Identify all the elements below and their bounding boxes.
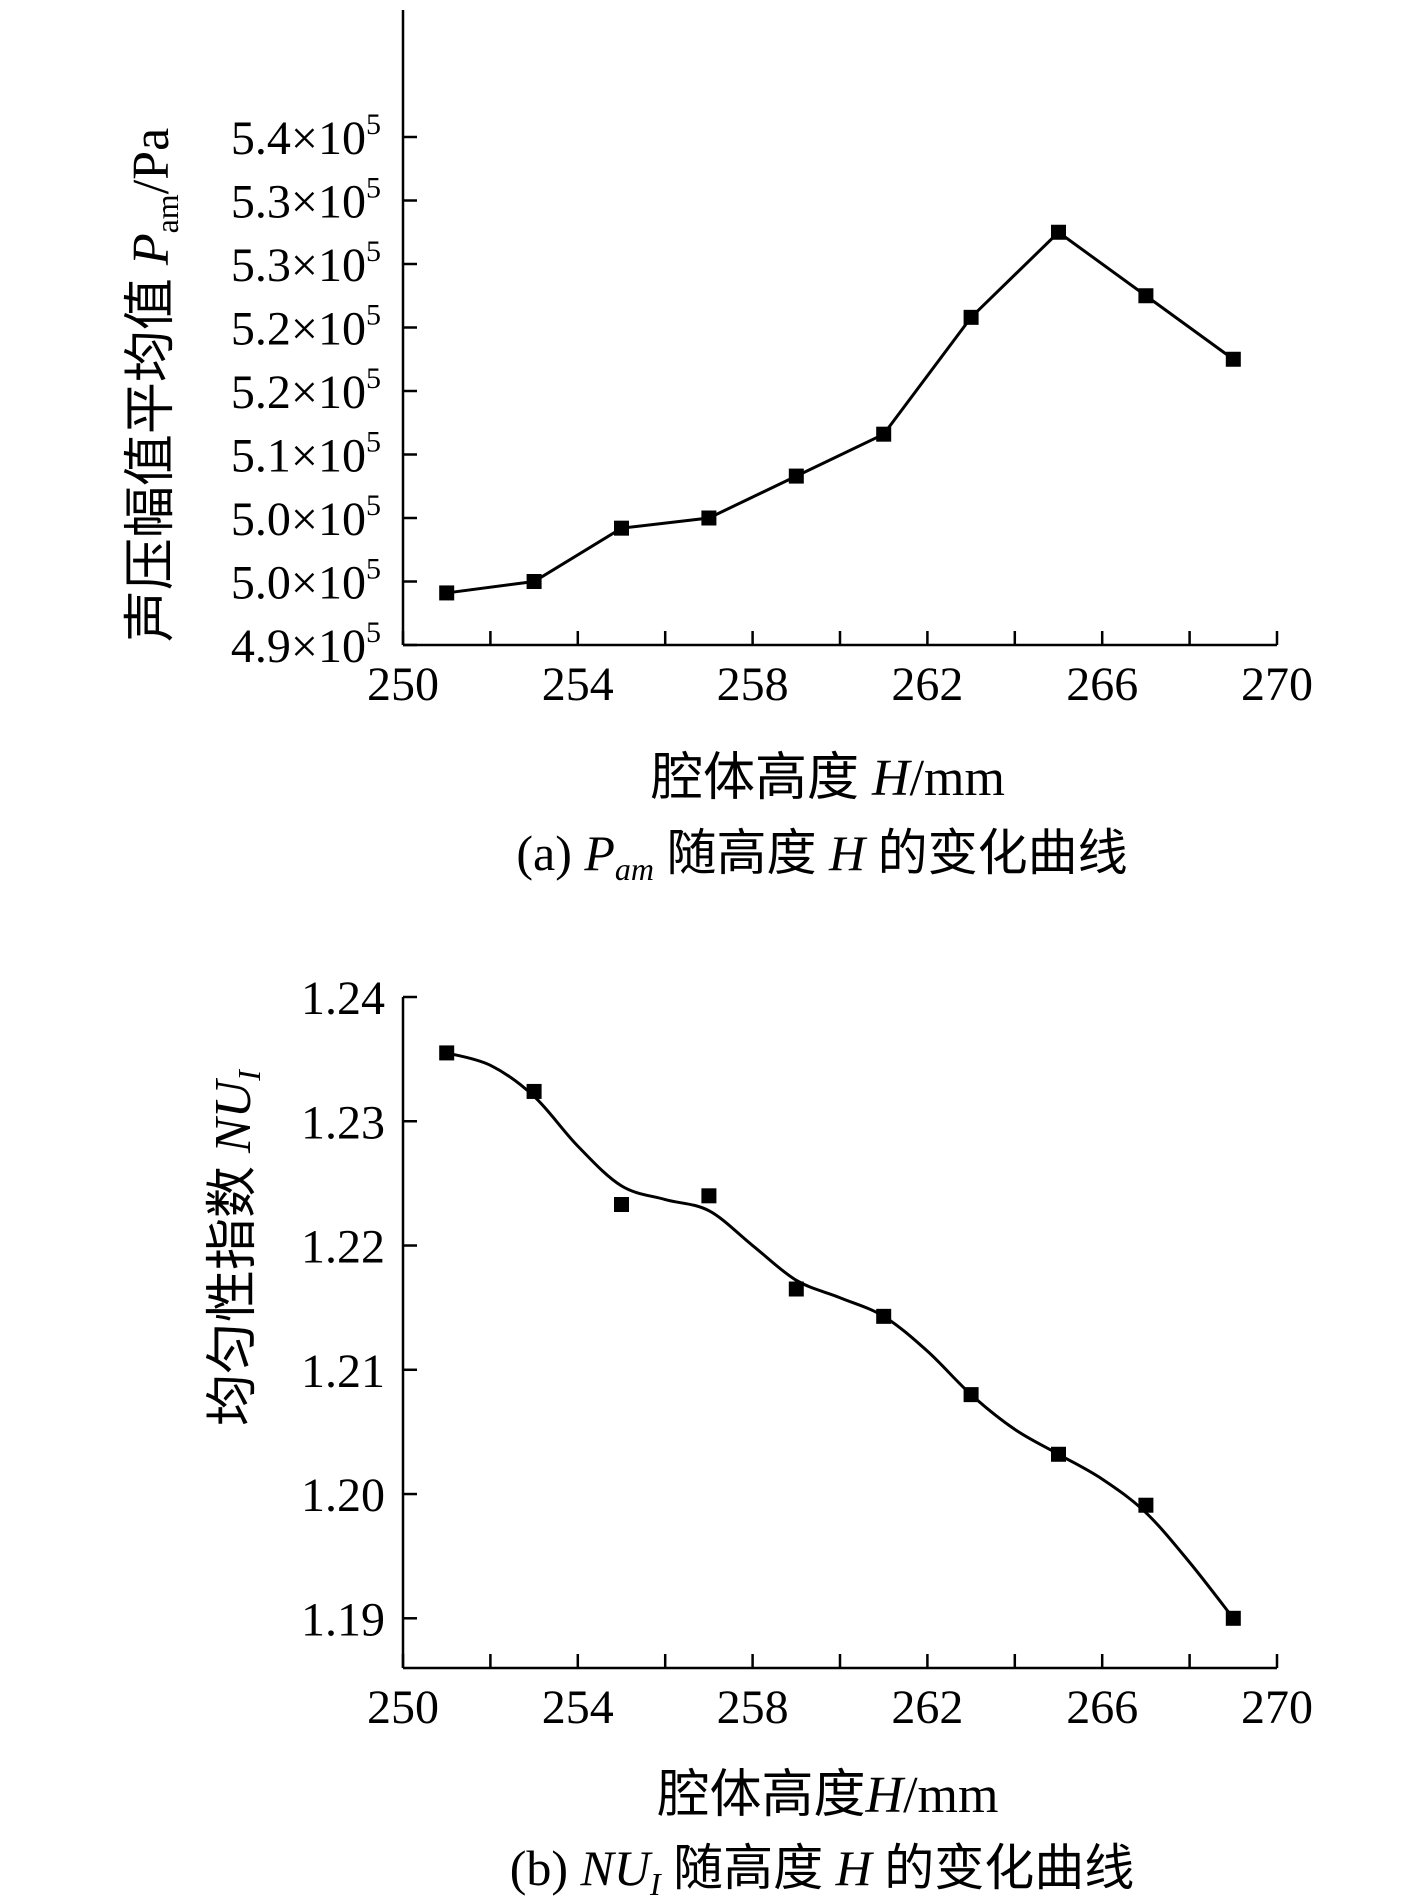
chart-a-caption: (a) Pam 随高度 H 的变化曲线 [516,825,1127,887]
chart-a-data-point [701,510,717,526]
chart-a-y-tick-label: 5.3×105 [231,235,381,292]
chart-a-data-point [788,468,804,484]
chart-b-caption-suffix: 的变化曲线 [872,1840,1135,1896]
chart-a-ylabel-unit: /Pa [123,128,180,194]
chart-b-data-point [1051,1446,1066,1462]
chart-b-ylabel: 均匀性指数 NUI [205,1069,267,1426]
chart-a-y-tick-label: 5.0×105 [231,553,381,610]
chart-b-fit-curve [446,1051,1235,1620]
chart-a-y-tick-label: 5.4×105 [231,108,381,165]
chart-b-ylabel-sub: I [231,1069,267,1082]
chart-a-caption-var: H [828,825,868,881]
chart-b-fit-line [446,1051,1235,1620]
chart-b-data-point [876,1308,892,1324]
chart-a-caption-sub: am [615,851,654,887]
chart-a-x-tick-label: 262 [891,658,963,711]
chart-b-y-tick-label: 1.20 [301,1469,385,1522]
chart-b-data-point [788,1281,804,1297]
chart-a-data-point [1225,351,1241,367]
chart-b-axes [401,995,1279,1670]
chart-a-xlabel-unit: /mm [910,750,1005,807]
chart-a-xlabel-var: H [871,750,912,807]
chart-b-data-point [701,1188,717,1204]
chart-b-xlabel-text: 腔体高度 [658,1767,866,1824]
chart-b-y-tick-label: 1.21 [301,1345,385,1398]
chart-b-y-tick-label: 1.22 [301,1221,385,1274]
chart-b-tick-labels: 250 254 258 262 266 270 1.19 1.20 1.21 1.22 1.23 1.… [301,972,1313,1734]
chart-a-ylabel: 声压幅值平均值 Pam/Pa [123,128,185,642]
chart-b-x-tick-label: 258 [717,1681,789,1734]
chart-b-caption-prefix: (b) [510,1840,581,1896]
chart-b-ylabel-var: NU [205,1077,262,1154]
chart-a-markers [439,224,1241,601]
chart-b-y-tick-label: 1.19 [301,1593,385,1646]
chart-a-y-tick-label: 5.0×105 [231,489,381,546]
chart-a-caption-rest: 随高度 [654,825,829,881]
chart-b-ylabel-text: 均匀性指数 [205,1153,262,1426]
chart-a-y-tick-label: 5.2×105 [231,299,381,356]
chart-b-caption-rest: 随高度 [661,1840,836,1896]
chart-a-tick-labels: 250 254 258 262 266 270 4.9×105 5.0×105 5.0×105 5… [231,108,1313,711]
chart-a-caption-symbol: P [583,825,615,881]
chart-b-markers [439,1045,1241,1626]
chart-a-y-tick-label: 5.2×105 [231,362,381,419]
chart-b-xlabel-var: H [865,1767,906,1824]
chart-a-data-point [876,426,892,442]
chart-a-y-tick-label: 5.1×105 [231,426,381,483]
chart-a-xlabel-text: 腔体高度 [651,750,872,807]
chart-a-caption-suffix: 的变化曲线 [865,825,1128,881]
chart-b-data-point [1225,1610,1241,1626]
chart-a-caption-prefix: (a) [516,825,584,881]
chart-b-data-point [1138,1497,1154,1513]
chart-a-x-tick-label: 270 [1241,658,1313,711]
chart-b-data-point [963,1387,979,1403]
chart-a-x-tick-label: 266 [1066,658,1138,711]
chart-b-x-tick-label: 250 [367,1681,439,1734]
chart-a-y-tick-label: 4.9×105 [231,616,381,673]
chart-a-series-line [446,230,1235,595]
chart-b-y-tick-label: 1.23 [301,1096,385,1149]
chart-panel-b: 250 254 258 262 266 270 1.19 1.20 1.21 1.22 1.23 1.… [205,972,1313,1902]
chart-a-series-line [446,230,1235,595]
chart-a-data-point [439,585,455,601]
chart-b-x-tick-label: 262 [891,1681,963,1734]
chart-a-data-point [526,574,542,589]
chart-a-x-tick-label: 254 [542,658,614,711]
chart-a-data-point [614,520,629,536]
chart-a-data-point [1138,288,1154,304]
chart-b-caption-symbol: NU [580,1840,653,1896]
chart-a-x-tick-label: 258 [717,658,789,711]
chart-b-data-point [526,1083,542,1099]
chart-a-x-tick-label: 250 [367,658,439,711]
chart-b-y-tick-label: 1.24 [301,972,385,1025]
chart-b-xlabel-unit: /mm [903,1767,998,1824]
chart-panel-a: 250 254 258 262 266 270 4.9×105 5.0×105 5.0×105 5… [123,10,1313,887]
chart-b-xlabel: 腔体高度H/mm [658,1767,999,1824]
chart-a-data-point [1051,224,1066,240]
chart-a-axes [401,10,1279,647]
chart-b-x-tick-label: 266 [1066,1681,1138,1734]
chart-b-caption-var: H [835,1840,875,1896]
chart-b-caption-sub: I [649,1866,662,1902]
chart-b-data-point [439,1045,455,1061]
chart-a-ylabel-text: 声压幅值平均值 [123,265,180,642]
chart-a-ylabel-var: P [123,233,180,266]
chart-a-ylabel-sub: am [149,194,185,233]
chart-a-xlabel: 腔体高度 H/mm [651,750,1005,807]
chart-a-data-point [963,309,979,325]
chart-a-y-tick-label: 5.3×105 [231,172,381,229]
chart-b-x-tick-label: 270 [1241,1681,1313,1734]
chart-b-x-tick-label: 254 [542,1681,614,1734]
chart-b-caption: (b) NUI 随高度 H 的变化曲线 [510,1840,1135,1902]
chart-b-data-point [614,1197,629,1213]
